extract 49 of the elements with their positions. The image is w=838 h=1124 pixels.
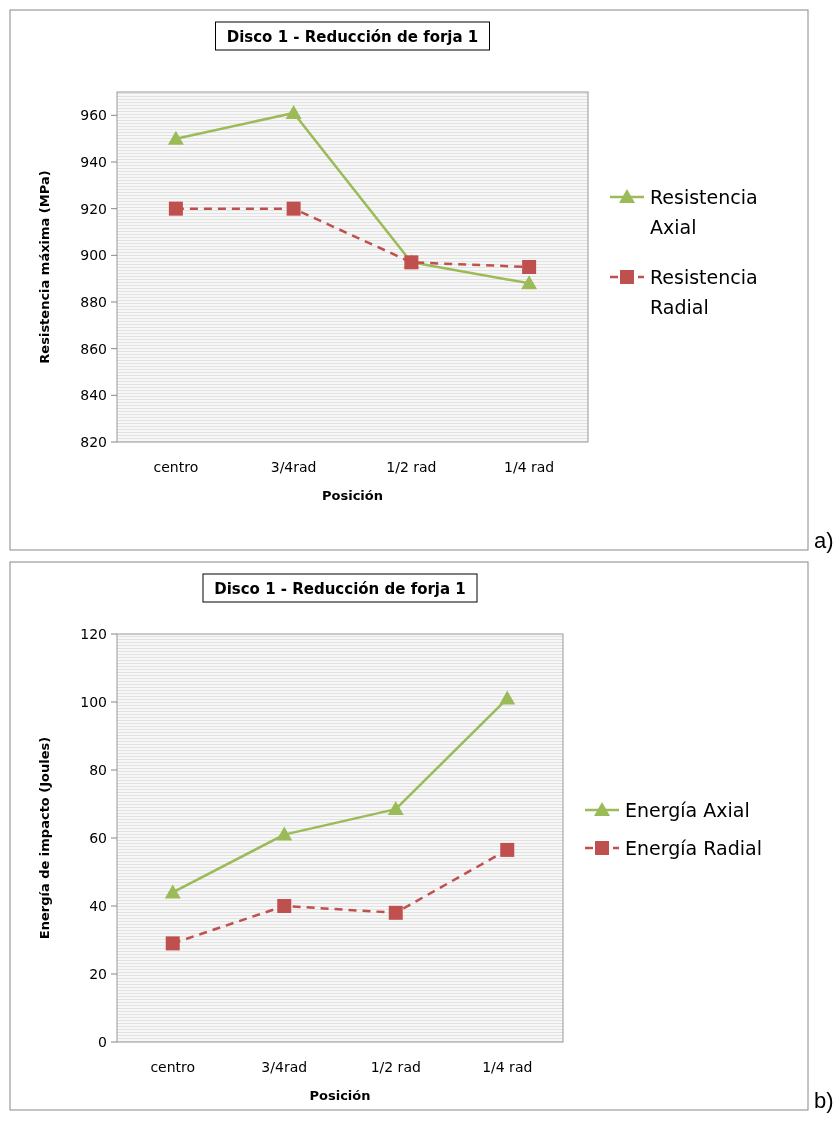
x-tick-label: 1/2 rad — [386, 459, 437, 475]
x-tick-label: 1/2 rad — [370, 1059, 421, 1075]
point — [388, 905, 403, 920]
legend-label: Energía Radial — [625, 837, 762, 859]
legend-label: Resistencia Radial — [650, 266, 758, 318]
point — [285, 105, 302, 119]
y-tick-label: 60 — [89, 830, 107, 846]
point — [164, 884, 181, 899]
point — [167, 130, 184, 145]
legend-label: Energía Axial — [625, 799, 750, 821]
point — [286, 201, 301, 216]
point — [521, 275, 538, 290]
chart-title: Disco 1 - Reducción de forja 1 — [214, 580, 466, 598]
x-tick-label: 1/4 rad — [482, 1059, 533, 1075]
y-tick-label: 820 — [80, 434, 107, 450]
point — [276, 826, 293, 841]
y-tick-label: 0 — [98, 1034, 107, 1050]
text: a) — [814, 528, 834, 553]
y-tick-label: 900 — [80, 247, 107, 264]
x-tick-label: centro — [153, 459, 199, 475]
legend-label: Resistencia Axial — [650, 186, 758, 238]
y-tick-label: 20 — [89, 966, 107, 982]
point — [277, 899, 292, 913]
x-tick-label: centro — [150, 1059, 196, 1075]
y-axis-title: Resistencia máxima (MPa) — [37, 170, 52, 364]
text: b) — [814, 1088, 834, 1113]
y-tick-label: 40 — [89, 898, 107, 914]
y-tick-label: 840 — [80, 387, 107, 404]
point — [165, 936, 180, 951]
y-tick-label: 120 — [80, 626, 107, 642]
y-axis-title: Energía de impacto (Joules) — [37, 736, 52, 940]
x-axis-title: Posición — [321, 488, 384, 503]
y-tick-label: 960 — [80, 107, 107, 124]
y-tick-label: 880 — [80, 294, 107, 310]
point — [168, 201, 183, 216]
point — [522, 260, 537, 274]
point — [499, 690, 516, 705]
y-tick-label: 860 — [80, 340, 107, 357]
y-tick-label: 80 — [89, 762, 107, 778]
chart-title: Disco 1 - Reducción de forja 1 — [226, 28, 479, 46]
y-tick-label: 100 — [80, 694, 107, 710]
y-tick-label: 940 — [80, 154, 107, 170]
x-axis-title: Posición — [309, 1088, 371, 1103]
point — [387, 801, 404, 816]
point — [500, 842, 515, 857]
x-tick-label: 3/4rad — [270, 459, 317, 475]
x-tick-label: 1/4 rad — [504, 459, 555, 475]
x-tick-label: 3/4rad — [261, 1059, 308, 1075]
y-tick-label: 920 — [80, 200, 107, 217]
